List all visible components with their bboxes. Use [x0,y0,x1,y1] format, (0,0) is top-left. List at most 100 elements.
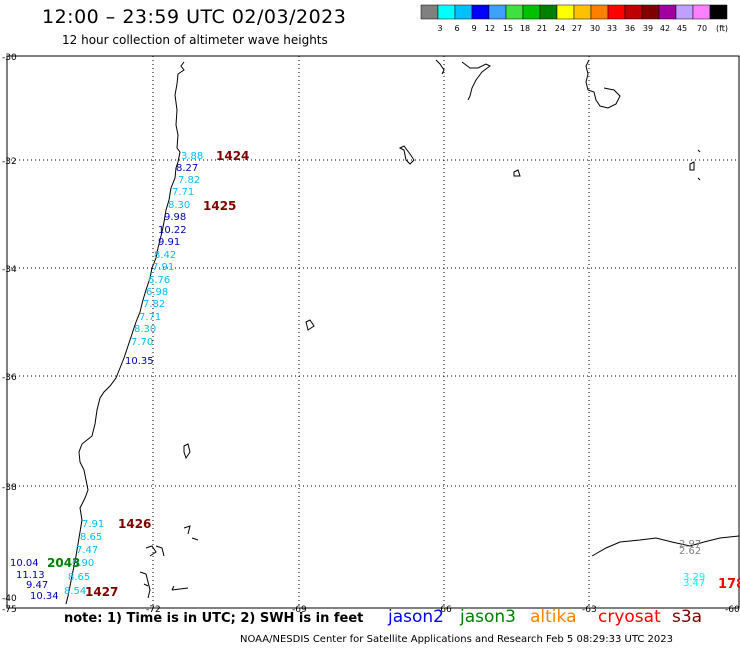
longitude-labels: -75 -72 -69 -66 -63 -60 [2,605,740,615]
wave-height-value: 6.90 [72,558,94,569]
legend-label: 45 [677,24,687,33]
legend-label: 30 [590,24,600,33]
legend-label: 36 [625,24,635,33]
wave-height-value: 7.71 [139,312,161,323]
legend-swatch [675,4,694,20]
legend-swatch [488,4,507,20]
legend-swatch [624,4,643,20]
wave-height-value: 8.65 [68,572,90,583]
legend-swatch [420,4,439,20]
satellite-jason2: jason2 [388,607,444,627]
altimeter-labels: 3.888.277.827.718.309.9810.229.918.427.9… [10,149,740,602]
lat-label: -32 [2,157,17,167]
wave-height-value: 7.82 [143,299,165,310]
legend-label: (ft) [716,24,728,33]
wave-height-value: 10.22 [158,225,187,236]
pass-number-label: 2043 [47,556,80,570]
wave-height-value: 8.30 [168,200,190,211]
lakes-south [139,525,199,599]
legend-label: 21 [537,24,547,33]
legend-swatch [556,4,575,20]
legend-swatch [539,4,558,20]
pass-number-label: 1425 [203,199,236,213]
wave-height-value: 7.91 [82,519,104,530]
lat-label: -40 [2,594,17,604]
wave-height-value: 9.91 [158,237,180,248]
legend-label: 33 [607,24,617,33]
legend-swatch [658,4,677,20]
color-legend: 3 6 9 12 15 18 21 24 27 30 33 36 39 42 45 70 (ft) [420,4,728,33]
legend-label: 42 [660,24,670,33]
legend-swatch [709,4,728,20]
satellite-s3a: s3a [672,607,703,627]
legend-swatch [573,4,592,20]
legend-swatch [505,4,524,20]
wave-height-value: 7.82 [178,175,200,186]
wave-height-value: 10.35 [125,356,154,367]
legend-swatch [590,4,609,20]
lon-label: -66 [437,605,452,615]
map-subtitle: 12 hour collection of altimeter wave hei… [62,33,328,47]
lat-label: -34 [2,265,17,275]
legend-label: 27 [572,24,582,33]
wave-height-value: 8.65 [80,532,102,543]
wave-height-value: 7.91 [152,262,174,273]
wave-height-value: 9.98 [164,212,186,223]
lat-label: -36 [2,373,17,383]
wave-height-value: 7.71 [172,187,194,198]
lagoon-1 [398,145,415,165]
footnote: note: 1) Time is in UTC; 2) SWH is in fe… [64,611,364,626]
credit-footer: NOAA/NESDIS Center for Satellite Applica… [240,634,673,645]
legend-swatch [692,4,711,20]
lon-label: -72 [146,605,161,615]
pass-number-label: 1424 [216,149,249,163]
satellite-altika: altika [530,607,577,627]
legend-label: 3 [437,24,442,33]
legend-swatch [641,4,660,20]
wave-height-value: 9.47 [26,580,48,591]
legend-swatch [437,4,456,20]
wave-height-value: 2.97 [679,539,701,550]
pass-number-label: 1426 [118,517,151,531]
lon-label: -60 [725,605,740,615]
legend-label: 18 [520,24,530,33]
wave-height-value: 2.62 [679,546,701,557]
satellite-jason3: jason3 [460,607,516,627]
legend-label: 12 [485,24,495,33]
lat-label: -30 [2,53,17,63]
lagoon-3 [305,319,315,331]
legend-swatch [522,4,541,20]
argentina-coast-north [435,59,491,101]
legend-label: 39 [643,24,653,33]
wave-height-value: 6.98 [146,287,168,298]
wave-height-value: 3.29 [683,572,705,583]
lat-label: -38 [2,483,17,493]
legend-swatch [454,4,473,20]
legend-label: 6 [454,24,459,33]
graticule [7,56,739,608]
wave-height-value: 11.13 [16,570,45,581]
wave-height-value: 3.47 [683,578,705,589]
coastlines [65,59,740,605]
latitude-labels: -30 -32 -34 -36 -38 -40 [2,53,17,604]
lon-label: -69 [292,605,307,615]
wave-height-value: 8.27 [176,163,198,174]
wave-height-value: 7.70 [131,337,153,348]
argentina-coast-east [585,59,621,109]
chile-coastline [65,61,185,605]
island-east [689,149,701,181]
lon-label: -63 [582,605,597,615]
wave-height-value: 8.30 [134,324,156,335]
wave-height-value: 7.47 [76,545,98,556]
legend-label: 70 [697,24,707,33]
legend-label: 9 [471,24,476,33]
legend-swatch [607,4,626,20]
legend-label: 15 [503,24,513,33]
legend-swatch [471,4,490,20]
pass-number-label: 178 [718,577,740,592]
wave-height-value: 8.42 [154,250,176,261]
satellite-cryosat: cryosat [598,607,661,627]
wave-height-value: 10.04 [10,558,39,569]
lon-label: -75 [2,605,17,615]
